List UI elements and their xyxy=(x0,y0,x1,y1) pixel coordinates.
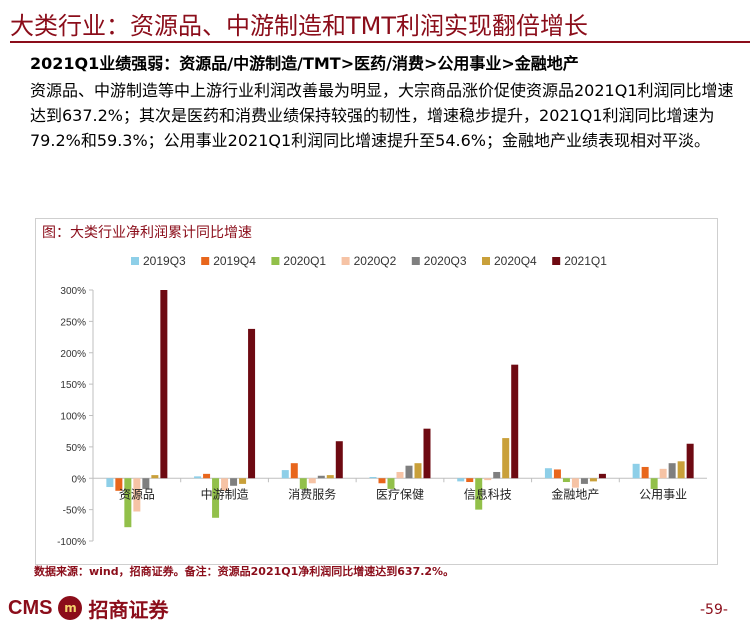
bar xyxy=(239,478,247,484)
bar xyxy=(598,473,606,479)
legend-swatch xyxy=(552,257,561,265)
legend-label: 2020Q4 xyxy=(494,254,537,268)
bar xyxy=(396,471,404,479)
bar xyxy=(212,478,220,518)
legend-swatch xyxy=(482,257,490,265)
bar-chart: -100% -50% 0% 50% 100% 150% 200% 250% 300% 资源品 中游制… xyxy=(57,254,707,548)
bar xyxy=(580,478,588,484)
bar xyxy=(493,471,501,479)
bar xyxy=(562,478,570,483)
chart-frame xyxy=(35,218,718,565)
bar xyxy=(308,478,316,484)
x-category-label: 消费服务 xyxy=(288,486,336,501)
bar xyxy=(133,478,141,512)
bar xyxy=(553,469,561,479)
bar xyxy=(106,478,114,488)
bar xyxy=(151,475,159,479)
bar xyxy=(475,478,483,510)
y-tick-label: 150% xyxy=(60,380,86,391)
legend-label: 2021Q1 xyxy=(564,254,607,268)
bar xyxy=(326,475,334,479)
y-tick-label: 300% xyxy=(60,286,86,297)
y-tick-label: 200% xyxy=(60,349,86,360)
bar xyxy=(378,478,386,484)
logo-text-cn: 招商证券 xyxy=(88,597,169,622)
legend-swatch xyxy=(341,257,350,265)
x-category-label: 公用事业 xyxy=(639,487,687,501)
bar xyxy=(414,463,422,479)
bar xyxy=(221,478,229,491)
bar xyxy=(124,478,132,528)
bar xyxy=(686,443,694,479)
bar xyxy=(484,478,492,481)
bar xyxy=(589,478,597,482)
bar xyxy=(423,428,431,479)
bar xyxy=(659,468,667,479)
legend-label: 2020Q1 xyxy=(283,254,326,268)
bar xyxy=(511,364,519,479)
bar xyxy=(290,463,298,479)
brand-logo: CMS m 招商证券 xyxy=(8,595,169,622)
legend-label: 2020Q2 xyxy=(354,254,397,268)
bar xyxy=(641,466,649,479)
page-title: 大类行业：资源品、中游制造和TMT利润实现翻倍增长 xyxy=(10,12,589,40)
x-category-label: 信息科技 xyxy=(464,486,512,501)
bar xyxy=(317,475,325,479)
bar xyxy=(502,438,510,479)
legend-label: 2019Q3 xyxy=(143,254,186,268)
y-tick-label: 100% xyxy=(60,412,86,423)
bar xyxy=(203,473,211,479)
bar xyxy=(281,470,289,479)
x-category-label: 资源品 xyxy=(119,487,155,501)
x-category-label: 金融地产 xyxy=(551,486,599,501)
bar xyxy=(668,463,676,479)
bar xyxy=(457,478,465,482)
legend-label: 2020Q3 xyxy=(424,254,467,268)
chart-title: 图：大类行业净利润累计同比增速 xyxy=(42,225,252,241)
title-divider xyxy=(10,41,750,43)
bar xyxy=(650,478,658,489)
source-note: 数据来源：wind，招商证券。备注：资源品2021Q1净利润同比增速达到637.… xyxy=(34,565,455,578)
subheading: 2021Q1业绩强弱：资源品/中游制造/TMT>医药/消费>公用事业>金融地产 xyxy=(30,54,579,73)
bar xyxy=(405,465,413,479)
bar xyxy=(677,461,685,479)
y-tick-label: -100% xyxy=(57,537,86,548)
legend-swatch xyxy=(411,257,420,265)
bar xyxy=(387,478,395,489)
x-category-label: 医疗保健 xyxy=(376,487,424,501)
logo-text-en: CMS xyxy=(8,596,53,619)
bar xyxy=(544,468,552,479)
bar xyxy=(230,478,238,486)
bar xyxy=(571,478,579,488)
y-tick-label: 0% xyxy=(72,474,87,485)
y-tick-label: 250% xyxy=(60,317,86,328)
bar xyxy=(194,476,202,479)
bar xyxy=(115,478,123,491)
bar xyxy=(160,290,168,479)
body-paragraph: 资源品、中游制造等中上游行业利润改善最为明显，大宗商品涨价促使资源品2021Q1… xyxy=(30,81,734,150)
bar xyxy=(142,478,150,489)
x-category-label: 中游制造 xyxy=(201,486,249,501)
legend-label: 2019Q4 xyxy=(213,254,256,268)
bar xyxy=(466,478,474,483)
legend-swatch xyxy=(201,257,210,265)
legend-swatch xyxy=(271,257,280,265)
bar xyxy=(248,328,256,479)
logo-mark-icon: m xyxy=(58,596,83,620)
bar xyxy=(632,463,640,479)
bar xyxy=(335,441,343,479)
bar xyxy=(299,478,307,489)
y-tick-label: -50% xyxy=(63,506,86,517)
legend-swatch xyxy=(131,257,139,265)
y-tick-label: 50% xyxy=(66,443,86,454)
bar xyxy=(369,476,377,479)
page-number: -59- xyxy=(700,602,728,618)
